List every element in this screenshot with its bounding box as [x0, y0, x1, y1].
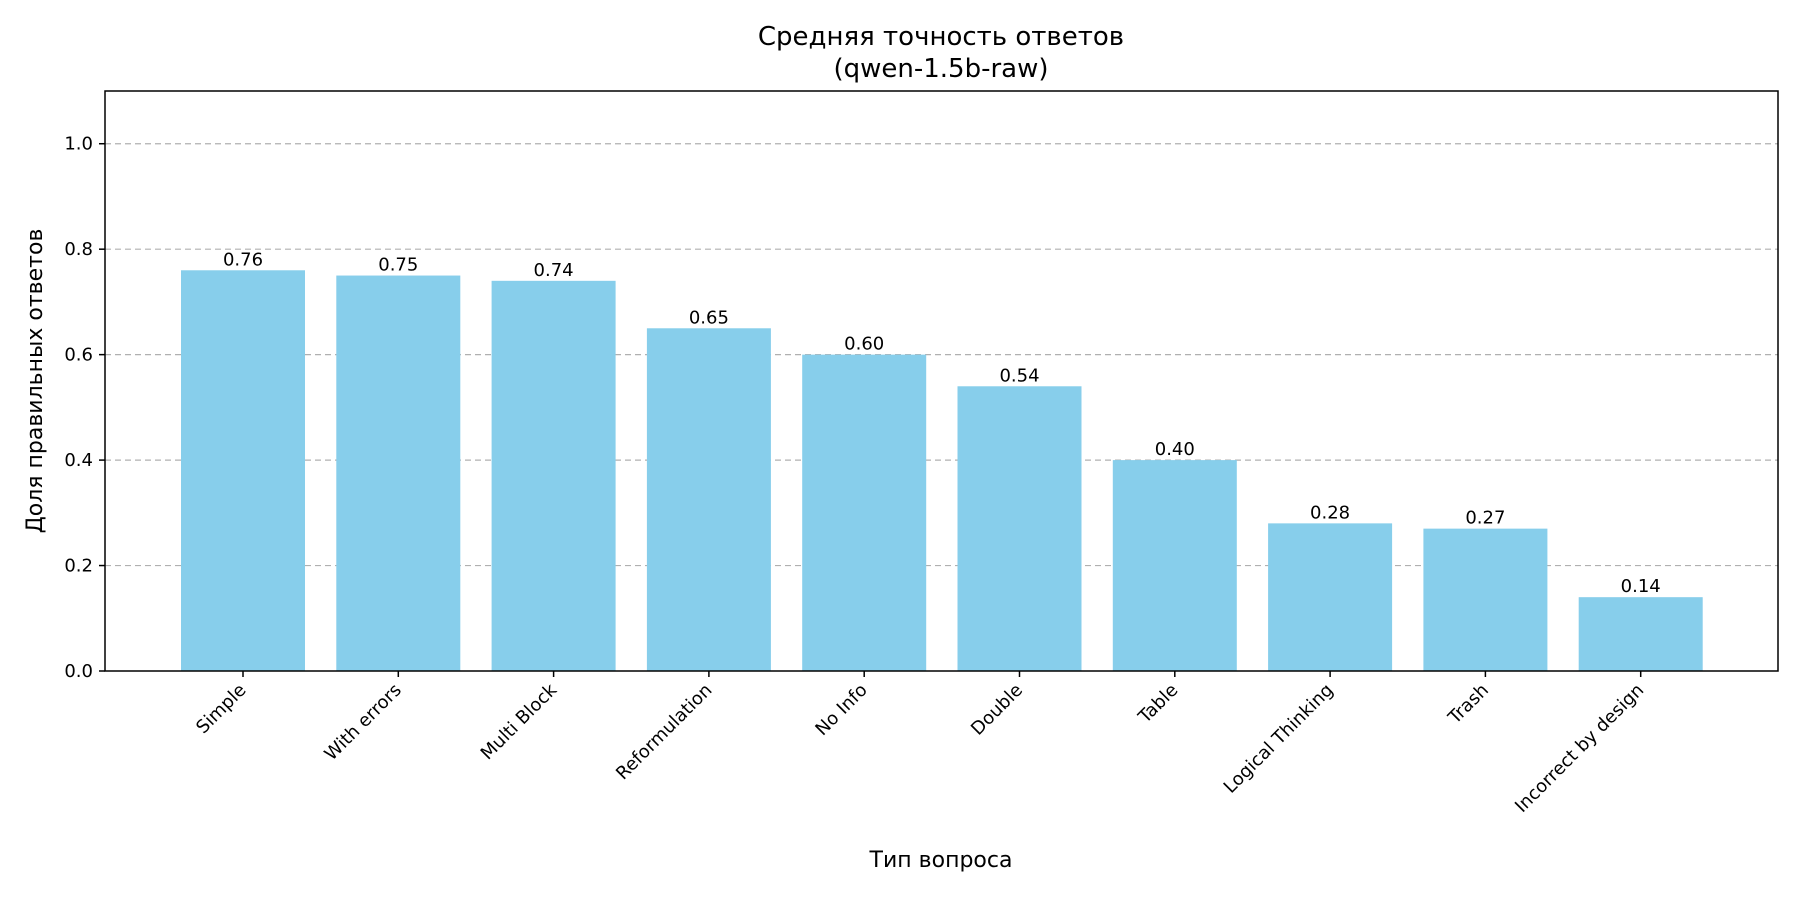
bar-value-label: 0.14: [1621, 576, 1661, 597]
bar: [336, 275, 461, 671]
x-tick-label: Trash: [1444, 680, 1493, 729]
bar-value-label: 0.65: [689, 307, 729, 328]
y-tick-label: 0.2: [64, 556, 93, 577]
x-tick-label: Simple: [192, 680, 250, 738]
bar: [802, 354, 927, 671]
bar-value-label: 0.28: [1310, 502, 1350, 523]
x-tick-label: With errors: [321, 680, 406, 765]
bar-value-label: 0.75: [378, 255, 418, 276]
x-axis: Simple With errors Multi Block Reformulatio…: [192, 671, 1648, 817]
bar: [1268, 523, 1393, 671]
x-tick-label: No Info: [811, 680, 871, 740]
x-tick-label: Incorrect by design: [1511, 680, 1648, 817]
bar-value-label: 0.27: [1465, 508, 1505, 529]
x-axis-label: Тип вопроса: [869, 848, 1013, 873]
x-tick-label: Table: [1134, 680, 1182, 728]
bar: [181, 270, 305, 671]
bar-value-label: 0.76: [223, 249, 263, 270]
x-tick-label: Logical Thinking: [1220, 680, 1338, 798]
x-tick-label: Multi Block: [477, 679, 562, 764]
x-tick-label: Double: [967, 680, 1027, 740]
bar: [646, 328, 771, 671]
bar-value-label: 0.60: [844, 334, 884, 355]
y-tick-label: 1.0: [64, 134, 93, 155]
y-tick-label: 0.4: [64, 450, 93, 471]
bar: [1578, 597, 1703, 671]
bar: [1112, 460, 1237, 671]
bar: [1423, 528, 1548, 671]
chart-title: Средняя точность ответов: [758, 22, 1124, 52]
y-tick-label: 0.8: [64, 239, 93, 260]
bar: [957, 386, 1082, 671]
y-axis-label: Доля правильных ответов: [23, 229, 48, 534]
bar-value-label: 0.54: [999, 365, 1039, 386]
bar-value-label: 0.40: [1155, 439, 1195, 460]
x-tick-label: Reformulation: [612, 680, 716, 784]
bar-value-label: 0.74: [534, 260, 574, 281]
y-tick-label: 0.0: [64, 661, 93, 682]
bars: [181, 270, 1703, 671]
chart-subtitle: (qwen-1.5b-raw): [833, 54, 1048, 84]
plot-frame: [104, 90, 1779, 672]
y-axis: 0.0 0.2 0.4 0.6 0.8 1.0: [64, 134, 105, 682]
value-labels: 0.76 0.75 0.74 0.65 0.60 0.54 0.40 0.28 0.27 0.14: [223, 249, 1661, 597]
y-tick-label: 0.6: [64, 345, 93, 366]
bar: [491, 280, 616, 671]
